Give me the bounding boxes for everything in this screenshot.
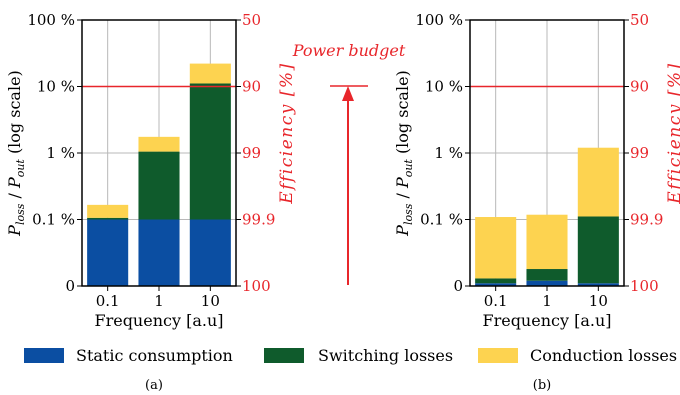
x-tick-label: 10 xyxy=(589,292,608,310)
legend-swatch-static xyxy=(24,348,64,363)
panel-caption: (a) xyxy=(145,378,163,393)
bar-conduction-10 xyxy=(577,147,619,217)
y-tick-label: 1 % xyxy=(46,144,75,162)
y-axis-label: Ploss / Pout (log scale) xyxy=(393,70,415,237)
bar-static-0_1 xyxy=(475,283,517,286)
y-label-p2: P xyxy=(393,177,412,189)
y-tick-label: 10 % xyxy=(37,78,75,96)
x-tick-label: 1 xyxy=(154,292,164,310)
y-label-slash: / xyxy=(393,188,412,204)
x-tick-label: 0.1 xyxy=(484,292,508,310)
x-axis-label: Frequency [a.u] xyxy=(482,311,611,330)
bar-static-1 xyxy=(138,219,180,286)
y-tick-label: 0.1 % xyxy=(420,211,463,229)
y2-tick-label: 99.9 xyxy=(630,211,663,229)
bar-conduction-0_1 xyxy=(475,217,517,279)
y-tick-label: 100 % xyxy=(27,11,75,29)
y2-tick-label: 99.9 xyxy=(242,211,275,229)
y-label-sub-out: out xyxy=(402,159,415,178)
legend-label-conduction: Conduction losses xyxy=(530,346,677,365)
bar-switching-1 xyxy=(138,151,180,220)
x-tick-label: 1 xyxy=(542,292,552,310)
y2-tick-label: 50 xyxy=(242,11,261,29)
y2-tick-label: 100 xyxy=(242,277,271,295)
y2-axis-label: Efficiency [%] xyxy=(665,62,680,204)
bar-switching-10 xyxy=(189,83,231,220)
bar-static-10 xyxy=(189,219,231,286)
x-tick-label: 0.1 xyxy=(96,292,120,310)
y-label-slash: / xyxy=(5,188,24,204)
y-label-rest: (log scale) xyxy=(5,70,24,159)
y-axis-label: Ploss / Pout (log scale) xyxy=(5,70,27,237)
y-label-p2: P xyxy=(5,177,24,189)
chart-panel-b: 0 0.1 % 1 % 10 % 100 % 100 99.9 99 90 50 0.1 1 10Fre… xyxy=(393,11,680,393)
y-tick-label: 10 % xyxy=(425,78,463,96)
bar-switching-1 xyxy=(526,269,568,281)
bar-static-0_1 xyxy=(87,219,129,286)
y-tick-label: 1 % xyxy=(434,144,463,162)
y-tick-label: 0 xyxy=(453,277,463,295)
y-label-rest: (log scale) xyxy=(393,70,412,159)
chart-panel-a: 0 0.1 % 1 % 10 % 100 % 100 99.9 99 90 50 0.1 1 10Fre… xyxy=(5,11,297,393)
legend-label-switching: Switching losses xyxy=(318,346,453,365)
legend-swatch-conduction xyxy=(478,348,518,363)
x-axis-label: Frequency [a.u] xyxy=(94,311,223,330)
y-label-sub-loss: loss xyxy=(14,203,27,225)
bar-conduction-10 xyxy=(189,63,231,84)
power-budget-annotation: Power budget xyxy=(292,41,406,285)
bar-static-10 xyxy=(577,283,619,286)
bar-switching-0_1 xyxy=(87,217,129,220)
y-label-sub-out: out xyxy=(14,159,27,178)
bar-conduction-0_1 xyxy=(87,204,129,218)
y-tick-label: 0 xyxy=(65,277,75,295)
y2-tick-label: 99 xyxy=(630,144,649,162)
y2-tick-label: 90 xyxy=(630,78,649,96)
x-tick-label: 10 xyxy=(201,292,220,310)
bar-conduction-1 xyxy=(526,214,568,270)
y-tick-label: 0.1 % xyxy=(32,211,75,229)
bar-switching-0_1 xyxy=(475,278,517,284)
y-label-p: P xyxy=(5,225,24,237)
panel-caption: (b) xyxy=(533,378,551,393)
y2-tick-label: 50 xyxy=(630,11,649,29)
legend-label-static: Static consumption xyxy=(76,346,233,365)
y2-tick-label: 99 xyxy=(242,144,261,162)
legend: Static consumption Switching losses Conduc… xyxy=(24,346,677,365)
bar-switching-10 xyxy=(577,216,619,284)
y2-axis-label: Efficiency [%] xyxy=(277,62,297,204)
y-label-p: P xyxy=(393,225,412,237)
bar-static-1 xyxy=(526,280,568,286)
y-label-sub-loss: loss xyxy=(402,203,415,225)
power-budget-label: Power budget xyxy=(292,41,406,60)
legend-swatch-switching xyxy=(264,348,304,363)
y-tick-label: 100 % xyxy=(415,11,463,29)
y2-tick-label: 90 xyxy=(242,78,261,96)
power-budget-arrow-head xyxy=(342,86,354,101)
bar-conduction-1 xyxy=(138,136,180,152)
y2-tick-label: 100 xyxy=(630,277,659,295)
